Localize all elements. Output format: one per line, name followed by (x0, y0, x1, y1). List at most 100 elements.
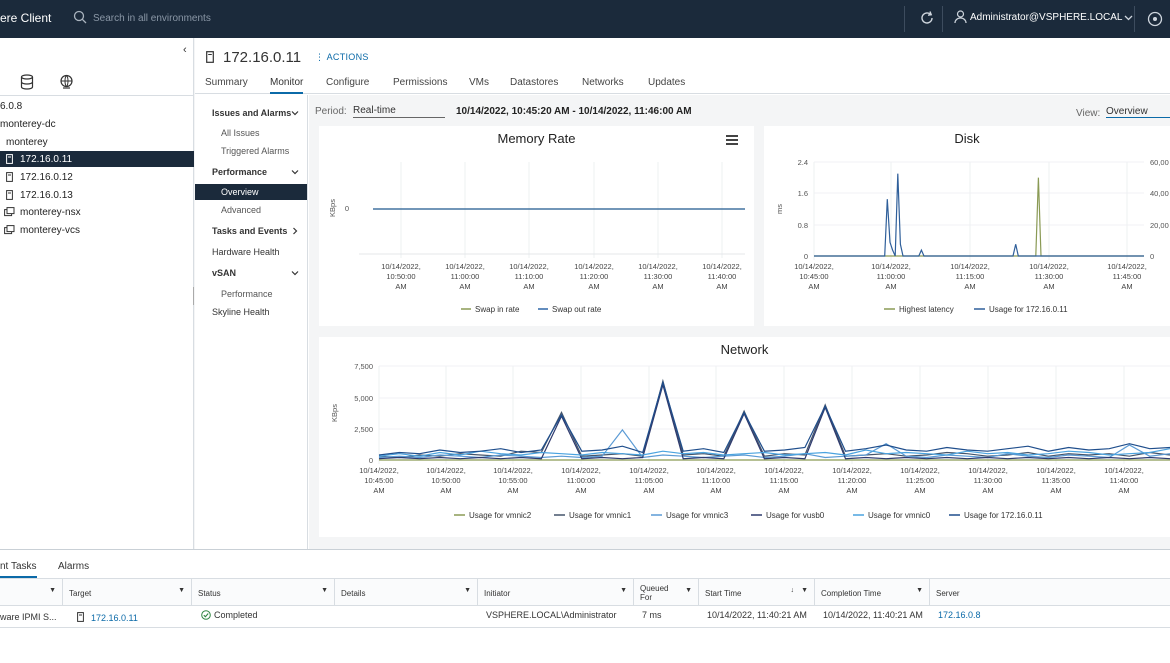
chevron-down-icon (291, 170, 299, 175)
subnav-all-issues[interactable]: All Issues (195, 125, 307, 141)
tree-item[interactable]: monterey-nsx (0, 204, 194, 220)
subnav-label: Advanced (221, 205, 262, 215)
column-header[interactable]: Details ▼ (335, 579, 478, 606)
subnav-vsan[interactable]: vSAN (195, 265, 307, 281)
tab-networks[interactable]: Networks (582, 77, 624, 88)
global-search[interactable]: Search in all environments (73, 9, 373, 29)
tab-recent-tasks[interactable]: nt Tasks (0, 561, 37, 578)
subnav-triggered-alarms[interactable]: Triggered Alarms (195, 143, 307, 159)
y-tick-label: 0 (804, 252, 808, 261)
x-tick-label: 10:45:00 (799, 272, 828, 281)
column-header[interactable]: Start Time ↓ ▼ (699, 579, 815, 606)
target-link[interactable]: 172.16.0.11 (91, 613, 138, 623)
x-tick-label: 11:20:00 (838, 476, 867, 485)
subnav-skyline-health[interactable]: Skyline Health (195, 304, 307, 320)
chart-title: Memory Rate (497, 131, 576, 146)
subnav-issues-alarms[interactable]: Issues and Alarms (195, 105, 307, 121)
filter-icon[interactable]: ▼ (49, 587, 56, 594)
sort-desc-icon[interactable]: ↓ (790, 587, 795, 594)
x-tick-label: 10/14/2022, (561, 466, 601, 475)
column-header[interactable]: Target ▼ (63, 579, 192, 606)
x-tick-label: AM (982, 486, 993, 495)
column-header[interactable]: ▼ (0, 579, 63, 606)
actions-menu[interactable]: ⋮ ACTIONS (315, 52, 369, 63)
refresh-icon[interactable] (918, 9, 936, 27)
chevron-down-icon (291, 111, 299, 116)
x-tick-label: 11:45:00 (1113, 272, 1142, 281)
table-row[interactable]: ware IPMI S... 172.16.0.11 Completed VSP… (0, 606, 1170, 628)
tree-item[interactable]: 172.16.0.12 (0, 169, 194, 185)
x-tick-label: AM (1121, 282, 1132, 291)
task-queued: 7 ms (642, 610, 662, 620)
filter-icon[interactable]: ▼ (916, 587, 923, 594)
main-area: 172.16.0.11 ⋮ ACTIONS Summary Monitor Co… (195, 38, 1170, 549)
search-input[interactable]: Search in all environments (93, 13, 211, 24)
server-link[interactable]: 172.16.0.8 (938, 610, 981, 620)
collapse-panel-icon[interactable]: ‹ (183, 44, 187, 56)
tab-summary[interactable]: Summary (205, 77, 248, 88)
column-header[interactable]: Queued For ▼ (634, 579, 699, 606)
monitor-subnav: Issues and Alarms All Issues Triggered A… (195, 95, 308, 549)
subnav-hardware-health[interactable]: Hardware Health (195, 244, 307, 260)
x-tick-label: 10:50:00 (386, 272, 415, 281)
tab-configure[interactable]: Configure (326, 77, 370, 88)
x-tick-label: 10/14/2022, (493, 466, 533, 475)
filter-icon[interactable]: ▼ (464, 587, 471, 594)
tab-alarms[interactable]: Alarms (58, 561, 90, 572)
filter-icon[interactable]: ▼ (178, 587, 185, 594)
subnav-vsan-performance[interactable]: Performance (195, 286, 307, 302)
x-tick-label: AM (652, 282, 663, 291)
column-header[interactable]: Completion Time ▼ (815, 579, 930, 606)
filter-icon[interactable]: ▼ (801, 587, 808, 594)
column-label: Status (198, 589, 221, 598)
network-globe-icon[interactable] (59, 74, 74, 90)
x-tick-label: 10/14/2022, (832, 466, 872, 475)
subnav-advanced[interactable]: Advanced (195, 202, 307, 218)
chart-menu-icon[interactable] (726, 135, 738, 145)
chevron-down-icon (291, 271, 299, 276)
table-header: ▼ Target ▼ Status ▼ Details ▼ Initiator ▼ Qu… (0, 578, 1170, 606)
view-select[interactable]: Overview (1106, 106, 1170, 118)
tree-item[interactable]: 6.0.8 (0, 98, 194, 114)
inventory-panel: ‹ 6.0.8 monterey-dc monterey 172.16.0.11… (0, 38, 194, 549)
x-tick-label: 10/14/2022, (1036, 466, 1076, 475)
column-header[interactable]: Status ▼ (192, 579, 335, 606)
filter-icon[interactable]: ▼ (620, 587, 627, 594)
x-tick-label: 11:20:00 (580, 272, 609, 281)
tree-item[interactable]: 172.16.0.13 (0, 187, 194, 203)
chart-title: Network (720, 342, 769, 357)
legend-label: Swap out rate (552, 305, 602, 314)
column-header[interactable]: Server (930, 579, 1170, 606)
tab-permissions[interactable]: Permissions (393, 77, 448, 88)
subnav-tasks-events[interactable]: Tasks and Events (195, 223, 307, 239)
series-line (378, 448, 1170, 457)
period-select[interactable]: Real-time (353, 105, 445, 118)
tree-item-label: 172.16.0.12 (20, 172, 73, 183)
column-header[interactable]: Initiator ▼ (478, 579, 634, 606)
page-title: 172.16.0.11 (223, 49, 302, 66)
user-name: Administrator@VSPHERE.LOCAL (970, 12, 1123, 23)
tab-datastores[interactable]: Datastores (510, 77, 559, 88)
storage-icon[interactable] (20, 74, 34, 90)
x-tick-label: 11:15:00 (770, 476, 799, 485)
tree-item-selected[interactable]: 172.16.0.11 (0, 151, 194, 167)
column-label: Initiator (484, 589, 511, 598)
subnav-performance[interactable]: Performance (195, 164, 307, 180)
chevron-right-icon (293, 227, 298, 235)
filter-icon[interactable]: ▼ (685, 587, 692, 594)
x-tick-label: 10/14/2022, (871, 262, 911, 271)
x-tick-label: 10/14/2022, (1107, 262, 1147, 271)
tab-vms[interactable]: VMs (469, 77, 489, 88)
help-icon[interactable] (1146, 10, 1164, 28)
task-start-time: 10/14/2022, 11:40:21 AM (707, 610, 807, 620)
filter-icon[interactable]: ▼ (321, 587, 328, 594)
tab-monitor[interactable]: Monitor (270, 77, 304, 94)
x-tick-label: AM (395, 282, 406, 291)
tab-updates[interactable]: Updates (648, 77, 686, 88)
tree-item[interactable]: monterey-dc (0, 116, 194, 132)
tree-item[interactable]: monterey (0, 134, 194, 150)
host-icon (77, 612, 84, 622)
tree-item[interactable]: monterey-vcs (0, 222, 194, 238)
y-right-tick-label: 40,00 (1150, 189, 1169, 198)
subnav-overview[interactable]: Overview (195, 184, 307, 200)
